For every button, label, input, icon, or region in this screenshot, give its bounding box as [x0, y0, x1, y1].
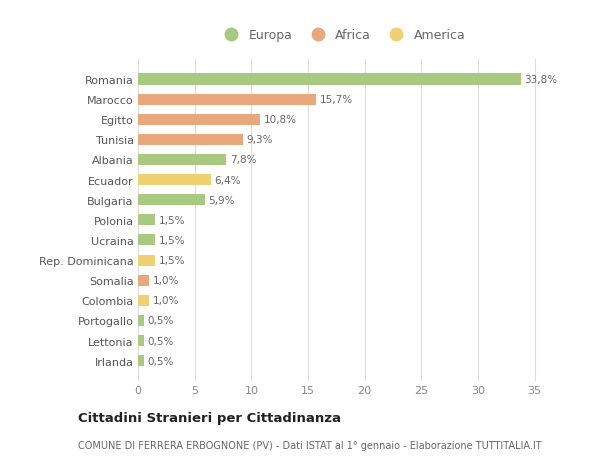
Bar [138, 295, 149, 306]
Text: 1,5%: 1,5% [158, 235, 185, 246]
Bar [138, 275, 149, 286]
Text: 0,5%: 0,5% [147, 336, 173, 346]
Bar [138, 174, 211, 186]
Text: 5,9%: 5,9% [208, 195, 235, 205]
Bar [138, 335, 143, 346]
Bar [138, 215, 155, 226]
Bar [138, 74, 521, 85]
Text: 1,0%: 1,0% [153, 275, 179, 285]
Bar [138, 195, 205, 206]
Bar [138, 114, 260, 125]
Text: 9,3%: 9,3% [247, 135, 274, 145]
Text: Cittadini Stranieri per Cittadinanza: Cittadini Stranieri per Cittadinanza [78, 412, 341, 425]
Text: 0,5%: 0,5% [147, 316, 173, 326]
Bar [138, 155, 226, 166]
Text: COMUNE DI FERRERA ERBOGNONE (PV) - Dati ISTAT al 1° gennaio - Elaborazione TUTTI: COMUNE DI FERRERA ERBOGNONE (PV) - Dati … [78, 440, 542, 450]
Bar [138, 134, 244, 146]
Bar [138, 95, 316, 106]
Legend: Europa, Africa, America: Europa, Africa, America [214, 24, 470, 47]
Text: 0,5%: 0,5% [147, 356, 173, 366]
Text: 7,8%: 7,8% [230, 155, 256, 165]
Text: 6,4%: 6,4% [214, 175, 241, 185]
Bar [138, 355, 143, 366]
Text: 33,8%: 33,8% [524, 75, 557, 85]
Bar [138, 315, 143, 326]
Text: 1,5%: 1,5% [158, 215, 185, 225]
Text: 15,7%: 15,7% [319, 95, 352, 105]
Text: 10,8%: 10,8% [264, 115, 297, 125]
Bar [138, 235, 155, 246]
Text: 1,5%: 1,5% [158, 256, 185, 265]
Text: 1,0%: 1,0% [153, 296, 179, 306]
Bar [138, 255, 155, 266]
